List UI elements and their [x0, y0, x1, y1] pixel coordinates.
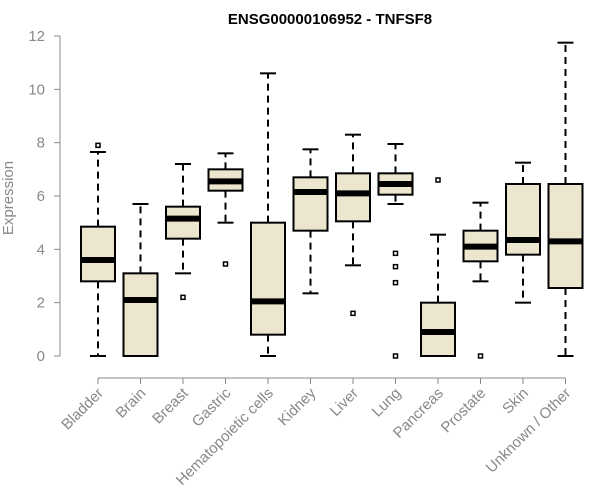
outlier-point	[392, 250, 399, 257]
iqr-box	[292, 176, 329, 232]
x-tick-label: Liver	[327, 385, 362, 420]
y-tick-label: 4	[37, 241, 45, 258]
x-tick-label: Skin	[499, 385, 532, 418]
outlier-point	[350, 310, 356, 317]
iqr-box	[165, 205, 201, 240]
outlier-point	[435, 177, 441, 183]
x-tick-label: Kidney	[275, 384, 320, 429]
chart-title: ENSG00000106952 - TNFSF8	[228, 11, 432, 28]
x-tick-label: Breast	[149, 384, 192, 427]
y-tick-label: 0	[37, 348, 45, 365]
y-tick-label: 10	[28, 81, 45, 98]
box-kidney	[292, 148, 329, 295]
iqr-box	[122, 272, 159, 358]
y-tick-label: 6	[37, 188, 45, 205]
iqr-box	[250, 221, 286, 336]
box-prostate	[462, 201, 499, 359]
iqr-box	[547, 183, 584, 289]
y-axis: 0 2 4 6 8 10 12	[28, 28, 61, 365]
x-tick-label: Lung	[369, 385, 405, 421]
box-pancreas	[420, 177, 456, 357]
boxes-group	[80, 41, 584, 359]
box-brain	[122, 203, 159, 358]
iqr-box	[80, 225, 116, 283]
box-skin	[505, 161, 541, 304]
y-tick-label: 8	[37, 135, 45, 152]
outlier-point	[392, 279, 399, 286]
outlier-point	[180, 294, 186, 301]
box-lung	[377, 143, 414, 359]
y-axis-label: Expression	[0, 161, 17, 235]
x-tick-label: Bladder	[58, 385, 107, 434]
y-tick-label: 12	[28, 28, 45, 45]
x-tick-label: Prostate	[438, 385, 490, 437]
x-tick-label: Brain	[113, 385, 150, 422]
box-gastric	[207, 152, 244, 267]
box-hematopoietic-cells	[250, 72, 286, 357]
outlier-point	[222, 261, 229, 267]
iqr-box	[335, 172, 371, 223]
outlier-point	[392, 353, 399, 359]
outlier-point	[392, 263, 399, 270]
y-tick-label: 2	[37, 295, 45, 312]
box-bladder	[80, 142, 116, 357]
iqr-box	[505, 183, 541, 256]
box-breast	[165, 163, 201, 301]
box-unknown-other	[547, 41, 584, 357]
box-liver	[335, 133, 371, 317]
outlier-point	[477, 353, 484, 359]
outlier-point	[95, 142, 101, 149]
